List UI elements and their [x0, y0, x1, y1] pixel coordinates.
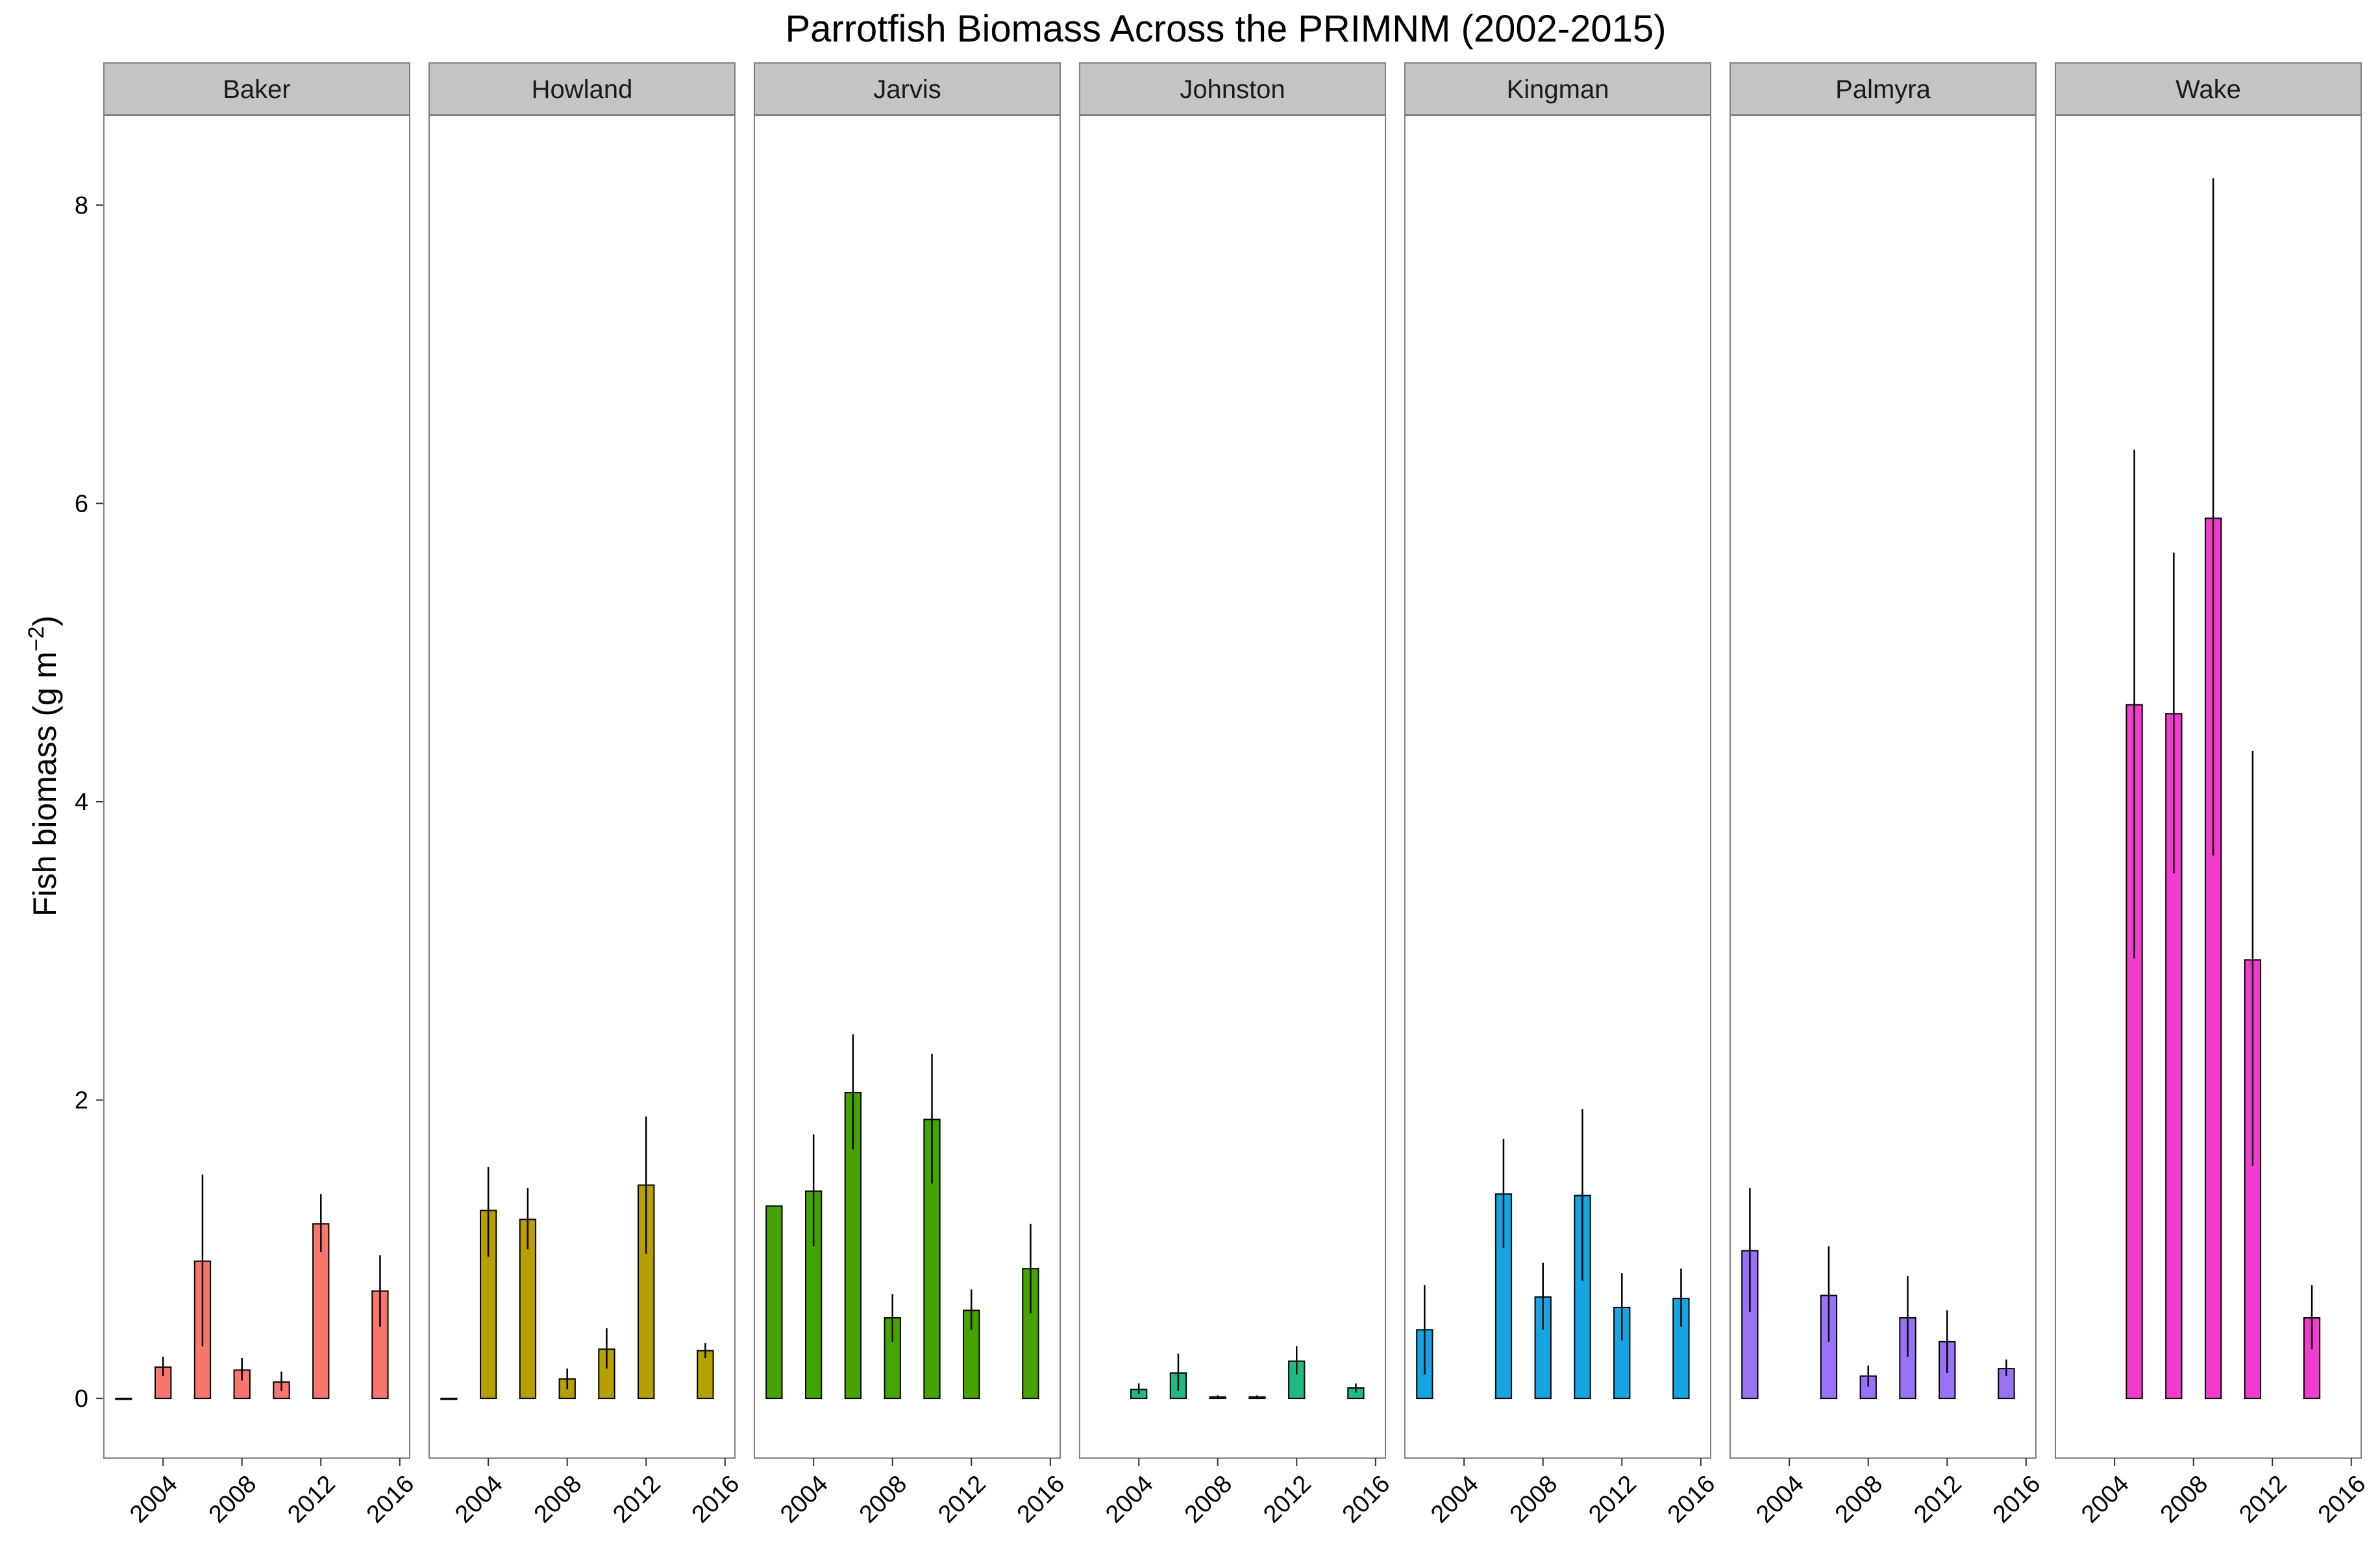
facet-strip-label: Howland [532, 75, 633, 104]
x-tick-label: 2016 [1663, 1470, 1720, 1528]
y-axis-label-close: ) [27, 615, 63, 626]
y-tick-label: 8 [75, 192, 88, 219]
y-tick-label: 2 [75, 1087, 88, 1115]
facet-strip-label: Jarvis [873, 75, 941, 104]
facet-strip-label: Baker [223, 75, 291, 104]
facet-strip [754, 62, 1061, 116]
x-tick-label: 2016 [1337, 1470, 1395, 1528]
x-tick-label: 2012 [1583, 1470, 1641, 1528]
x-tick-label: 2004 [775, 1470, 833, 1528]
facet-strip [103, 62, 410, 116]
x-tick-label: 2004 [1100, 1470, 1158, 1528]
bar [765, 1205, 783, 1400]
facet-strip [1404, 62, 1711, 116]
facet-panel-howland: Howland 2004 2008 2012 2016 [428, 62, 745, 1528]
y-tick-label: 0 [75, 1385, 88, 1413]
facet-strip-label: Wake [2175, 75, 2241, 104]
facet-strip [428, 62, 736, 116]
facet-panel-johnston: Johnston 2004 2008 2012 2016 [1079, 62, 1395, 1528]
facet-panel-kingman: Kingman 2004 2008 2012 2016 [1404, 62, 1720, 1528]
x-tick-label: 2016 [2313, 1470, 2371, 1528]
y-tick-label: 4 [75, 789, 88, 816]
panel-border [754, 115, 1061, 1459]
x-tick-label: 2016 [1012, 1470, 1070, 1528]
bar [697, 1350, 714, 1400]
facet-strip-label: Palmyra [1835, 75, 1931, 104]
panel-border [428, 115, 736, 1459]
bar [115, 1398, 132, 1400]
x-tick-label: 2012 [1909, 1470, 1966, 1528]
x-tick-label: 2008 [1505, 1470, 1563, 1528]
x-tick-label: 2012 [1258, 1470, 1316, 1528]
x-tick-label: 2008 [204, 1470, 262, 1528]
facet-strip-label: Kingman [1507, 75, 1609, 104]
x-tick-label: 2004 [450, 1470, 508, 1528]
facet-strip [1729, 62, 2037, 116]
bar [1613, 1306, 1631, 1400]
x-tick-label: 2016 [687, 1470, 745, 1528]
y-tick-label: 6 [75, 490, 88, 517]
x-tick-label: 2016 [362, 1470, 419, 1528]
x-tick-label: 2012 [2234, 1470, 2292, 1528]
x-tick-label: 2008 [854, 1470, 912, 1528]
x-tick-label: 2008 [529, 1470, 587, 1528]
facet-strip [1079, 62, 1386, 116]
y-axis-label: Fish biomass (g m−2) [24, 615, 63, 917]
x-tick-label: 2012 [282, 1470, 340, 1528]
bar [312, 1223, 330, 1400]
x-tick-label: 2008 [1180, 1470, 1237, 1528]
bar [155, 1366, 172, 1400]
y-axis: 0 2 4 6 8 [75, 192, 104, 1413]
facet-panels: Baker 2004 2008 2012 2016 Howland 2004 2008 2012… [103, 62, 2371, 1528]
y-axis-label-main: Fish biomass (g m [27, 651, 63, 916]
x-tick-label: 2008 [2155, 1470, 2213, 1528]
x-tick-label: 2004 [2076, 1470, 2134, 1528]
facet-strip [2055, 62, 2362, 116]
panel-border [1729, 115, 2037, 1459]
chart-title: Parrotfish Biomass Across the PRIMNM (20… [785, 8, 1666, 50]
facet-panel-wake: Wake 2004 2008 2012 2016 [2055, 62, 2371, 1528]
bar [1169, 1372, 1187, 1400]
panel-border [103, 115, 410, 1459]
x-tick-label: 2004 [125, 1470, 182, 1528]
panel-border [1404, 115, 1711, 1459]
x-tick-label: 2004 [1426, 1470, 1483, 1528]
x-tick-label: 2012 [608, 1470, 665, 1528]
panel-border [1079, 115, 1386, 1459]
y-axis-label-superscript: −2 [24, 626, 49, 652]
x-tick-label: 2012 [933, 1470, 991, 1528]
facet-panel-jarvis: Jarvis 2004 2008 2012 2016 [754, 62, 1070, 1528]
facet-strip-label: Johnston [1180, 75, 1285, 104]
x-tick-label: 2008 [1830, 1470, 1888, 1528]
x-tick-label: 2016 [1988, 1470, 2046, 1528]
facet-panel-baker: Baker 2004 2008 2012 2016 [103, 62, 419, 1528]
facet-panel-palmyra: Palmyra 2004 2008 2012 2016 [1729, 62, 2046, 1528]
x-tick-label: 2004 [1751, 1470, 1809, 1528]
bar [440, 1398, 458, 1400]
